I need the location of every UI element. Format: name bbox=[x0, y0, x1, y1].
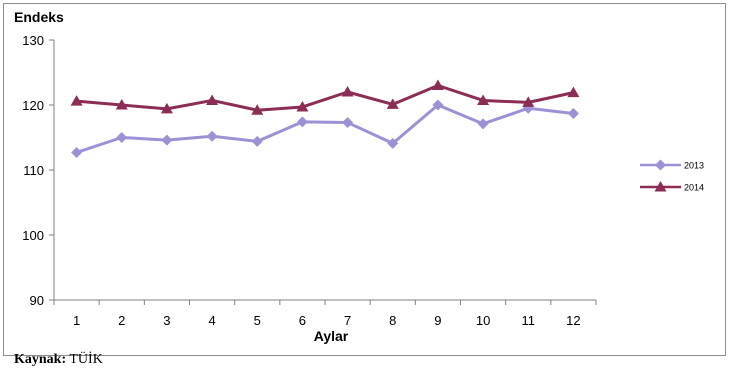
data-point-2014 bbox=[206, 94, 219, 105]
data-point-2014 bbox=[296, 100, 309, 112]
source-note: Kaynak: TÜİK bbox=[14, 352, 103, 368]
data-point-2014 bbox=[251, 104, 264, 115]
y-tick-label: 120 bbox=[22, 98, 44, 113]
x-tick-label: 4 bbox=[208, 313, 215, 328]
source-label: Kaynak: bbox=[14, 352, 67, 367]
x-tick-label: 5 bbox=[254, 313, 261, 328]
legend-label-2013: 2013 bbox=[684, 161, 704, 171]
data-point-2013 bbox=[387, 137, 399, 149]
y-tick-label: 100 bbox=[22, 228, 44, 243]
x-tick-label: 9 bbox=[434, 313, 441, 328]
data-point-2013 bbox=[161, 134, 173, 146]
legend-marker-2013 bbox=[655, 159, 666, 171]
data-point-2014 bbox=[70, 95, 83, 106]
source-value: TÜİK bbox=[69, 352, 103, 367]
series-2013 bbox=[71, 99, 579, 158]
chart-frame bbox=[3, 3, 726, 356]
x-axis-title: Aylar bbox=[314, 328, 349, 344]
data-point-2014 bbox=[522, 96, 535, 107]
y-tick-label: 90 bbox=[30, 293, 44, 308]
x-tick-label: 8 bbox=[389, 313, 396, 328]
y-axis-title: Endeks bbox=[14, 9, 64, 25]
legend-label-2014: 2014 bbox=[684, 183, 704, 193]
data-point-2014 bbox=[386, 98, 399, 109]
series-line-2014 bbox=[76, 84, 574, 112]
legend-marker-2014 bbox=[654, 181, 667, 192]
series-2014 bbox=[70, 79, 580, 115]
data-point-2014 bbox=[160, 102, 173, 114]
data-point-2013 bbox=[251, 135, 263, 147]
data-point-2014 bbox=[431, 79, 444, 90]
data-point-2013 bbox=[477, 118, 489, 130]
data-point-2014 bbox=[567, 86, 580, 98]
data-point-2013 bbox=[116, 132, 128, 143]
data-point-2013 bbox=[342, 117, 354, 129]
x-tick-label: 3 bbox=[163, 313, 170, 328]
x-tick-label: 11 bbox=[522, 313, 536, 328]
data-point-2014 bbox=[341, 86, 354, 97]
series-group bbox=[70, 79, 580, 158]
x-tick-label: 10 bbox=[476, 313, 490, 328]
y-tick-label: 110 bbox=[23, 163, 44, 178]
data-point-2013 bbox=[567, 107, 579, 119]
series-line-2013 bbox=[76, 103, 574, 154]
data-point-2014 bbox=[477, 94, 490, 105]
data-point-2014 bbox=[115, 99, 128, 110]
x-tick-label: 6 bbox=[299, 313, 306, 328]
x-tick-label: 1 bbox=[73, 313, 80, 328]
data-point-2013 bbox=[296, 116, 308, 128]
data-point-2013 bbox=[71, 146, 83, 158]
y-tick-label: 130 bbox=[22, 33, 44, 48]
data-point-2013 bbox=[206, 130, 218, 142]
x-tick-label: 2 bbox=[118, 313, 125, 328]
data-point-2013 bbox=[432, 99, 444, 111]
x-tick-label: 7 bbox=[344, 313, 351, 328]
x-tick-label: 12 bbox=[566, 313, 580, 328]
legend: 2013 2014 bbox=[640, 159, 704, 193]
